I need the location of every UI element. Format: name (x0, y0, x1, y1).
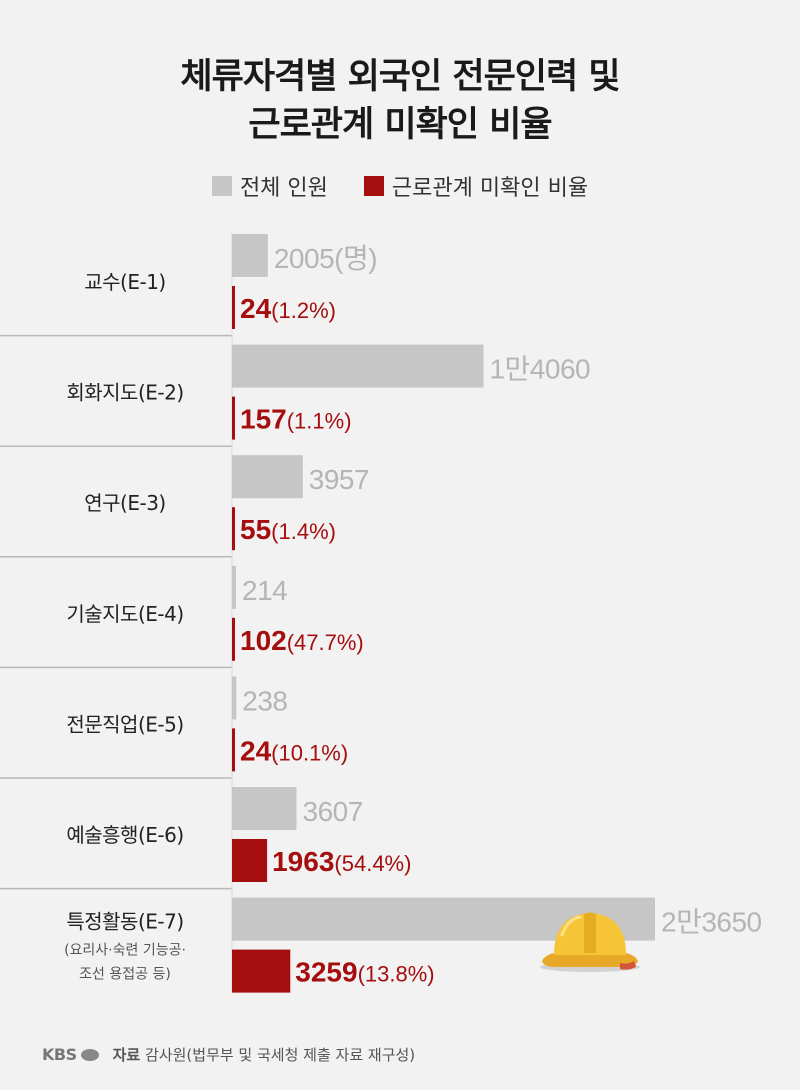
hard-hat-strap (620, 961, 636, 970)
category-label: 회화지도(E-2) (66, 381, 183, 405)
source-text: 감사원(법무부 및 국세청 제출 자료 재구성) (145, 1046, 416, 1064)
bar-unverified-value: 102 (240, 625, 287, 656)
category-label: 전문직업(E-5) (66, 712, 183, 736)
bar-unverified (232, 728, 235, 772)
bar-unverified-value: 1963 (272, 846, 334, 877)
bar-total-label: 3957 (309, 464, 369, 495)
bar-unverified-value: 24 (240, 735, 272, 766)
hard-hat-brim (542, 953, 638, 967)
bar-unverified-value: 55 (240, 514, 271, 545)
category-label: 특정활동(E-7) (66, 910, 183, 934)
bar-total-label: 2005(명) (274, 243, 377, 274)
bar-total (232, 676, 237, 720)
bar-unverified-value: 157 (240, 404, 287, 435)
category-label: 교수(E-1) (84, 270, 165, 294)
bar-total (232, 787, 297, 830)
bar-unverified-label: 1963(54.4%) (272, 846, 411, 877)
legend-item-total: 전체 인원 (211, 170, 328, 202)
bar-unverified (232, 286, 235, 329)
bar-unverified-value: 24 (240, 293, 272, 324)
bar-unverified-label: 24(10.1%) (240, 735, 348, 766)
category-label: 연구(E-3) (84, 491, 165, 515)
bar-unverified (232, 839, 268, 882)
legend-label-unverified: 근로관계 미확인 비율 (391, 176, 589, 201)
kbs-logo-mark-icon (80, 1048, 99, 1061)
bar-unverified-pct: (47.7%) (287, 630, 364, 655)
bar-chart: 교수(E-1)2005(명)24(1.2%)회화지도(E-2)1만4060157… (0, 230, 762, 995)
bar-unverified-pct: (1.4%) (271, 519, 336, 544)
category-label: 기술지도(E-4) (66, 602, 183, 626)
bar-unverified-value: 3259 (295, 957, 357, 988)
hard-hat-icon (540, 912, 640, 972)
bar-total-label: 2만3650 (661, 907, 762, 938)
legend: 전체 인원 근로관계 미확인 비율 (0, 170, 800, 202)
bar-unverified (232, 396, 235, 440)
bar-total (232, 234, 268, 277)
category-label: 예술흥행(E-6) (66, 823, 183, 847)
bar-unverified (232, 949, 291, 993)
legend-label-total: 전체 인원 (239, 176, 328, 201)
bar-unverified-pct: (1.1%) (287, 409, 352, 434)
chart-title-line1: 체류자격별 외국인 전문인력 및 (180, 57, 620, 97)
category-sublabel: (요리사·숙련 기능공· (64, 943, 186, 959)
bar-unverified-label: 157(1.1%) (240, 404, 352, 435)
bar-unverified-pct: (10.1%) (271, 740, 348, 765)
legend-item-unverified: 근로관계 미확인 비율 (363, 170, 589, 202)
bar-unverified-label: 24(1.2%) (240, 293, 336, 324)
kbs-logo: KBS (42, 1045, 99, 1064)
bar-unverified-pct: (54.4%) (334, 851, 411, 876)
bar-unverified-label: 55(1.4%) (240, 514, 336, 545)
source-label: 자료 (112, 1046, 141, 1064)
bar-total (232, 455, 303, 499)
bar-unverified-pct: (1.2%) (271, 298, 336, 323)
source-note: 자료 감사원(법무부 및 국세청 제출 자료 재구성) (113, 1044, 416, 1065)
bar-unverified (232, 507, 235, 551)
bar-total (232, 344, 484, 388)
hard-hat-ridge (584, 912, 596, 953)
category-sublabel: 조선 용접공 등) (79, 967, 171, 983)
legend-swatch-unverified (363, 176, 384, 196)
bar-unverified-label: 102(47.7%) (240, 625, 364, 656)
kbs-logo-text: KBS (42, 1045, 77, 1064)
bar-unverified-label: 3259(13.8%) (295, 957, 434, 988)
chart-title-line2: 근로관계 미확인 비율 (248, 105, 552, 145)
bar-total-label: 214 (242, 575, 287, 606)
legend-swatch-total (211, 176, 232, 196)
footer: KBS 자료 감사원(법무부 및 국세청 제출 자료 재구성) (42, 1044, 415, 1065)
bar-total-label: 238 (242, 685, 287, 716)
hard-hat-highlight (560, 915, 582, 937)
bar-total-label: 1만4060 (489, 354, 590, 385)
bar-unverified-pct: (13.8%) (358, 962, 435, 987)
bar-total (232, 565, 236, 609)
bar-unverified (232, 617, 235, 661)
bar-total-label: 3607 (303, 796, 363, 827)
